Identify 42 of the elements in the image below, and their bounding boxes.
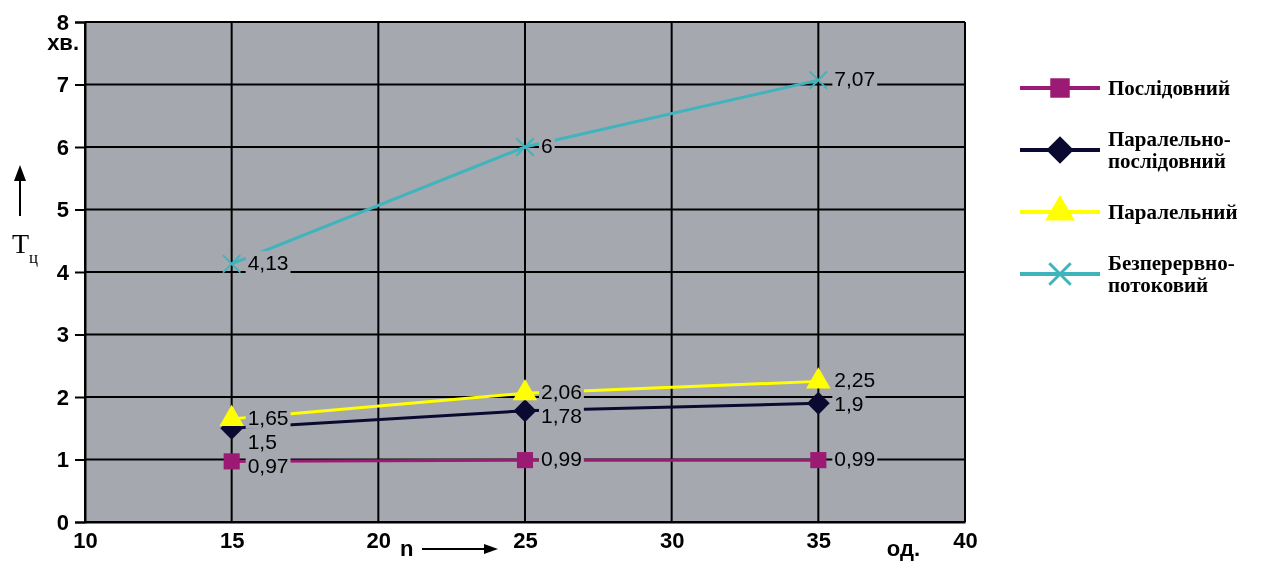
point xyxy=(515,137,535,157)
text: од. xyxy=(886,536,920,561)
y-tick-label: 6 xyxy=(56,134,69,160)
data-label: 2,25 xyxy=(834,368,876,392)
y-axis-title: T$_{ц}$ xyxy=(12,228,39,267)
legend-label: Послідовний xyxy=(1108,76,1231,100)
point xyxy=(806,391,830,415)
point xyxy=(516,452,534,469)
x-tick-label: 35 xyxy=(806,527,832,553)
y-tick-label: 1 xyxy=(56,447,69,473)
x-tick-label: 15 xyxy=(219,527,245,553)
y-tick-label: 3 xyxy=(56,322,69,348)
data-label: 1,78 xyxy=(541,404,582,428)
data-label: 0,97 xyxy=(247,453,289,477)
point xyxy=(223,453,240,470)
data-label: 7,07 xyxy=(834,67,876,91)
x-tick-label: 10 xyxy=(73,527,98,553)
data-label: 2,06 xyxy=(541,380,582,404)
data-label: 1,9 xyxy=(834,392,864,416)
x-tick-label: 25 xyxy=(513,527,538,553)
data-label: 6 xyxy=(541,134,553,157)
point xyxy=(513,399,537,423)
point xyxy=(221,254,242,274)
legend-label: Безперервно-потоковий xyxy=(1108,251,1235,297)
data-label: 4,13 xyxy=(247,250,289,274)
x-tick-label: 30 xyxy=(659,527,685,553)
legend-label: Паралельно-послідовний xyxy=(1108,127,1231,173)
data-label: 0,99 xyxy=(541,447,582,471)
point xyxy=(810,452,827,469)
data-label: 1,65 xyxy=(247,405,289,429)
x-tick-label: 20 xyxy=(366,527,392,553)
y-tick-label: 4 xyxy=(56,259,70,285)
x-axis-title: n xyxy=(400,536,414,561)
y-tick-label: 2 xyxy=(56,384,69,410)
legend-label: Паралельний xyxy=(1108,200,1238,224)
point xyxy=(808,70,829,90)
y-tick-label: 5 xyxy=(56,197,69,223)
y-tick-label: 0 xyxy=(56,509,69,535)
y-tick-label: 7 xyxy=(56,72,69,98)
data-label: 0,99 xyxy=(834,447,876,471)
data-label: 1,5 xyxy=(247,429,277,453)
x-tick-label: 40 xyxy=(953,527,978,553)
